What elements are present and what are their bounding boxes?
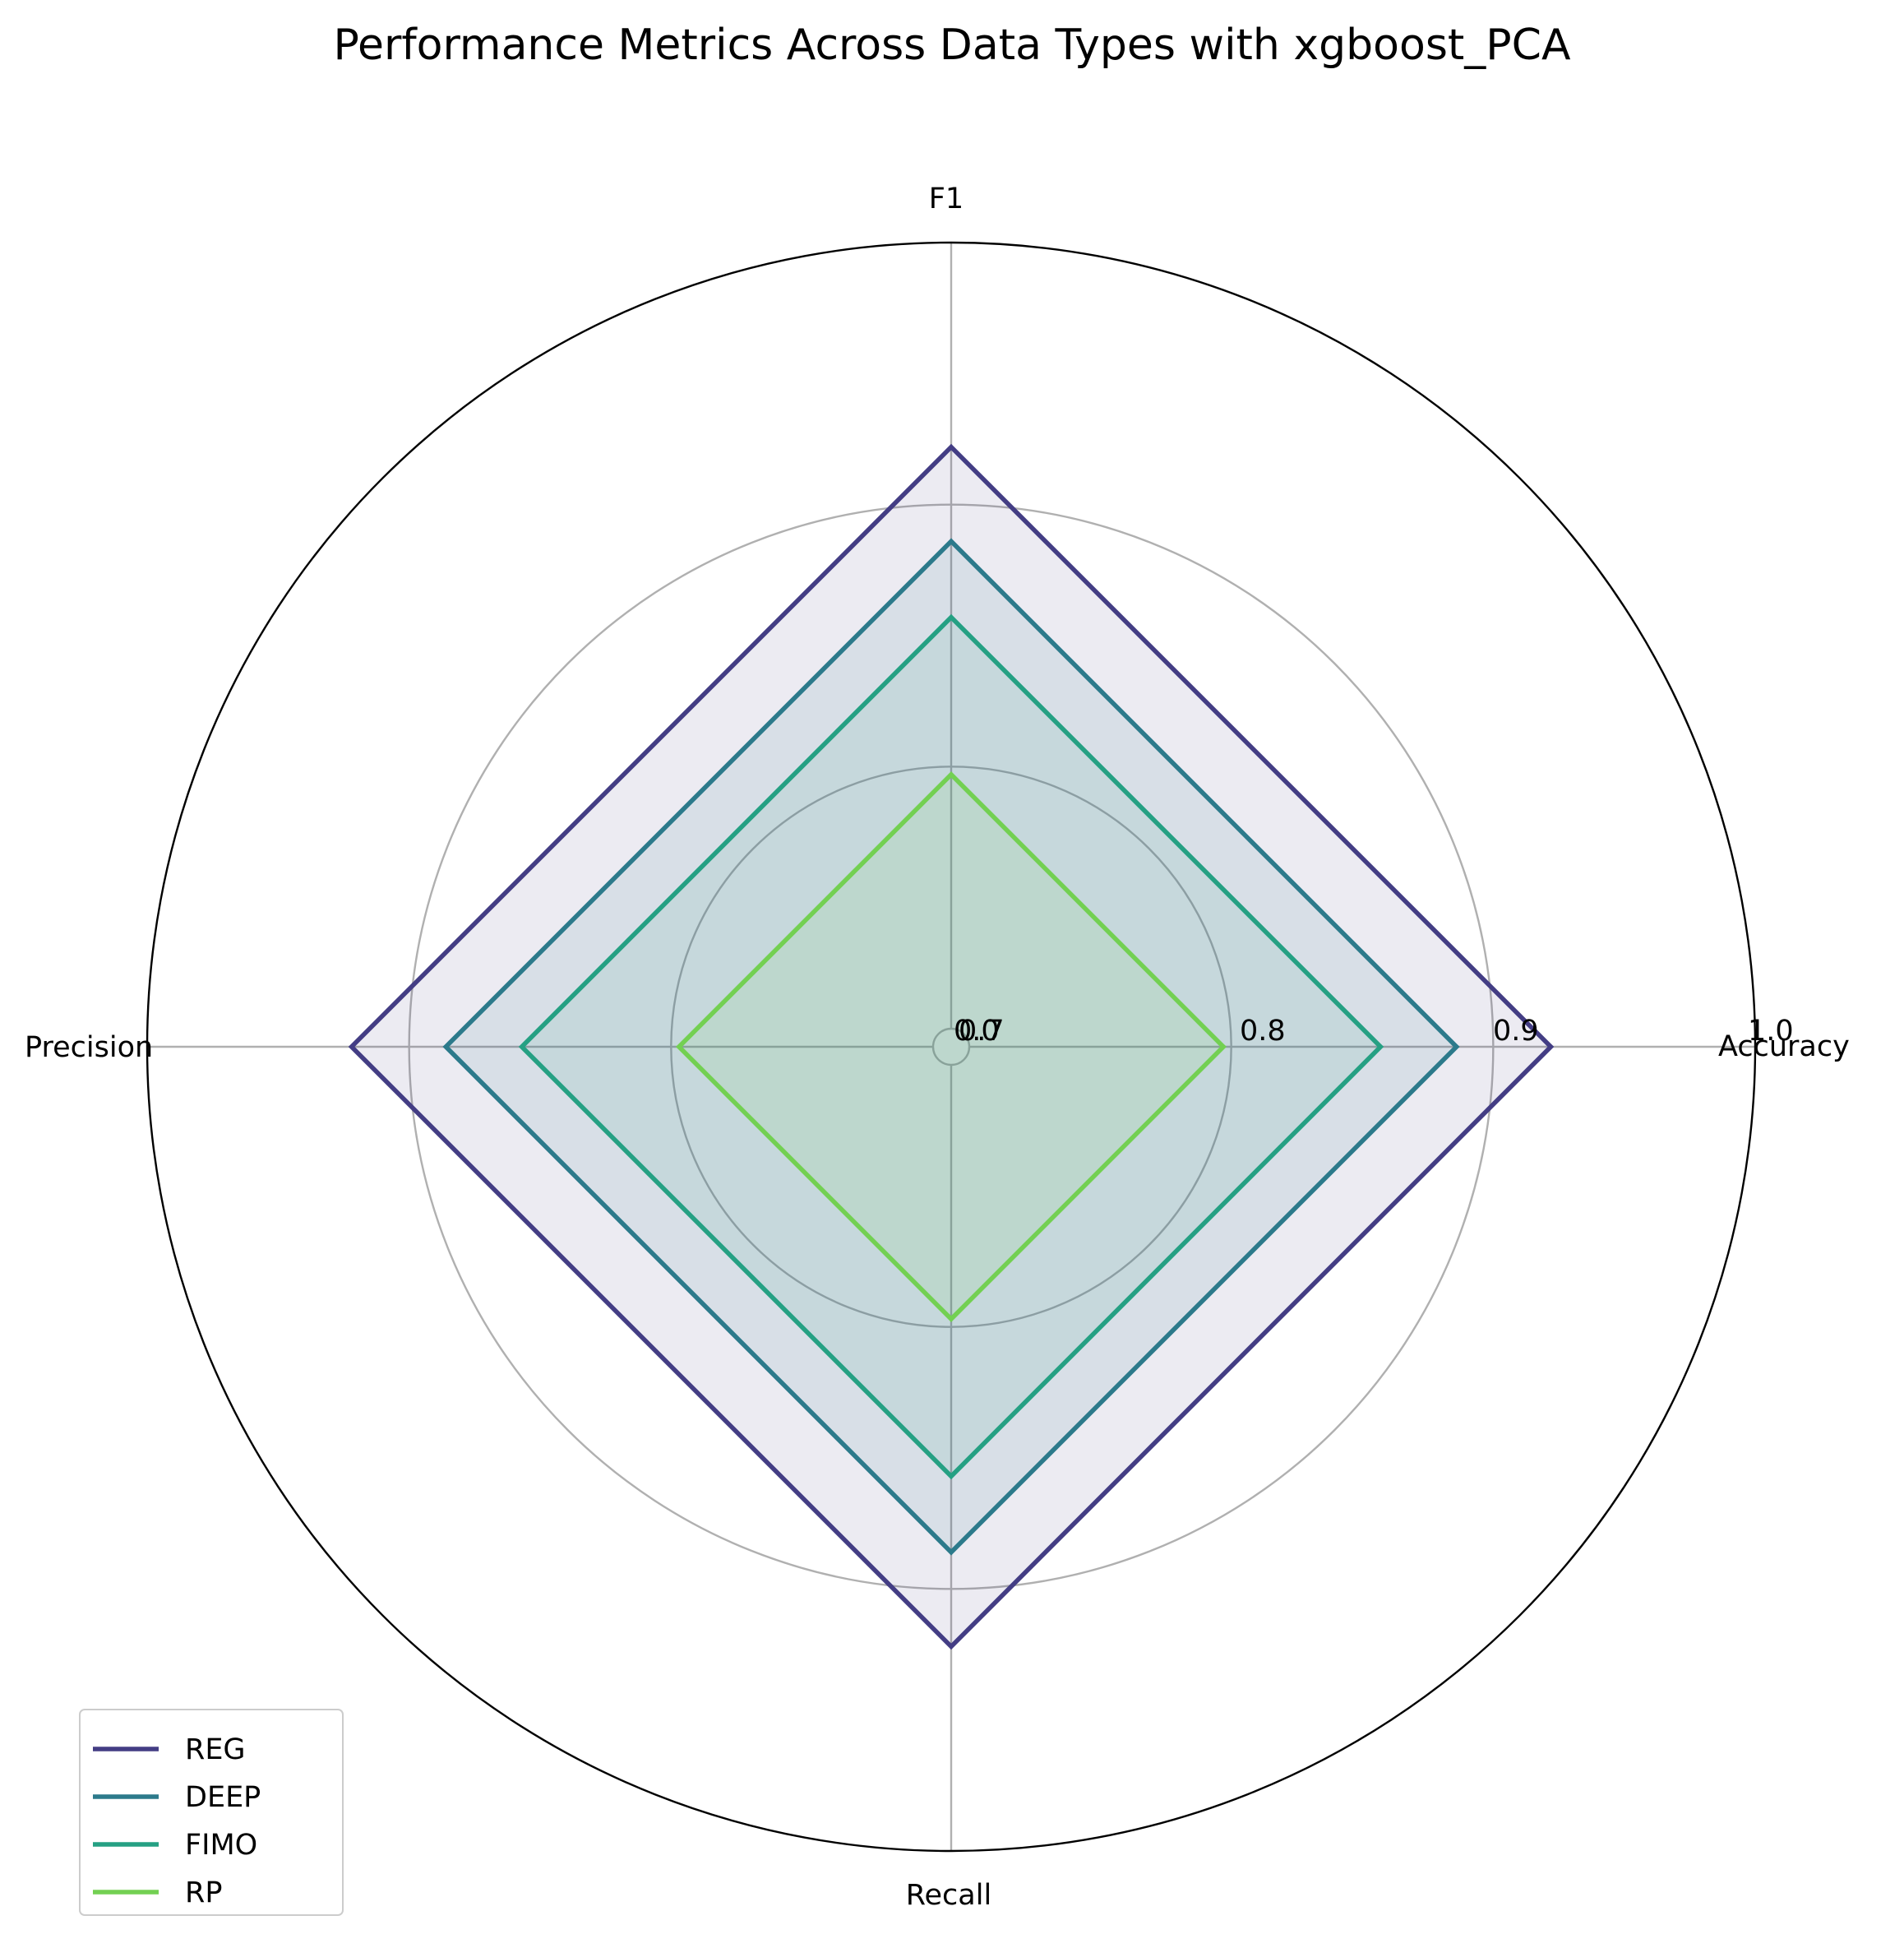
series-fill-rp xyxy=(678,774,1224,1320)
series-line-rp xyxy=(676,771,1227,1322)
legend-label-deep: DEEP xyxy=(185,1781,261,1814)
axis-label-precision: Precision xyxy=(25,1031,153,1064)
axis-label-recall: Recall xyxy=(906,1879,991,1912)
axis-label-accuracy: Accuracy xyxy=(1718,1030,1850,1063)
chart-title: Performance Metrics Across Data Types wi… xyxy=(333,21,1571,70)
r-tick-label-inner: 0.0 xyxy=(954,1015,1000,1048)
series-layer xyxy=(348,443,1555,1650)
legend-label-reg: REG xyxy=(185,1733,246,1766)
legend-box xyxy=(79,1709,344,1916)
legend-label-fimo: FIMO xyxy=(185,1829,257,1862)
legend-label-rp: RP xyxy=(185,1876,222,1909)
r-tick-label: 0.8 xyxy=(1240,1015,1286,1048)
axis-label-f1: F1 xyxy=(929,183,964,215)
series-line-reg xyxy=(348,443,1555,1650)
r-tick-label: 1.0 xyxy=(1748,1015,1794,1048)
label-layer: Accuracy F1 Precision Recall 0.8 0.9 1.0 0.00.7 xyxy=(25,183,1850,1912)
r-tick-label-inner: 0.7 xyxy=(959,1015,1005,1048)
grid-circle xyxy=(408,503,1495,1590)
grid-layer xyxy=(146,241,1757,1853)
r-tick-label: 0.9 xyxy=(1493,1015,1539,1048)
series-line-deep xyxy=(442,538,1460,1556)
series-line-fimo xyxy=(518,613,1384,1480)
grid-circle xyxy=(931,1027,971,1067)
grid-circle xyxy=(670,766,1232,1328)
outer-frame-circle xyxy=(146,241,1757,1853)
legend: REG DEEP FIMO RP xyxy=(79,1709,344,1916)
